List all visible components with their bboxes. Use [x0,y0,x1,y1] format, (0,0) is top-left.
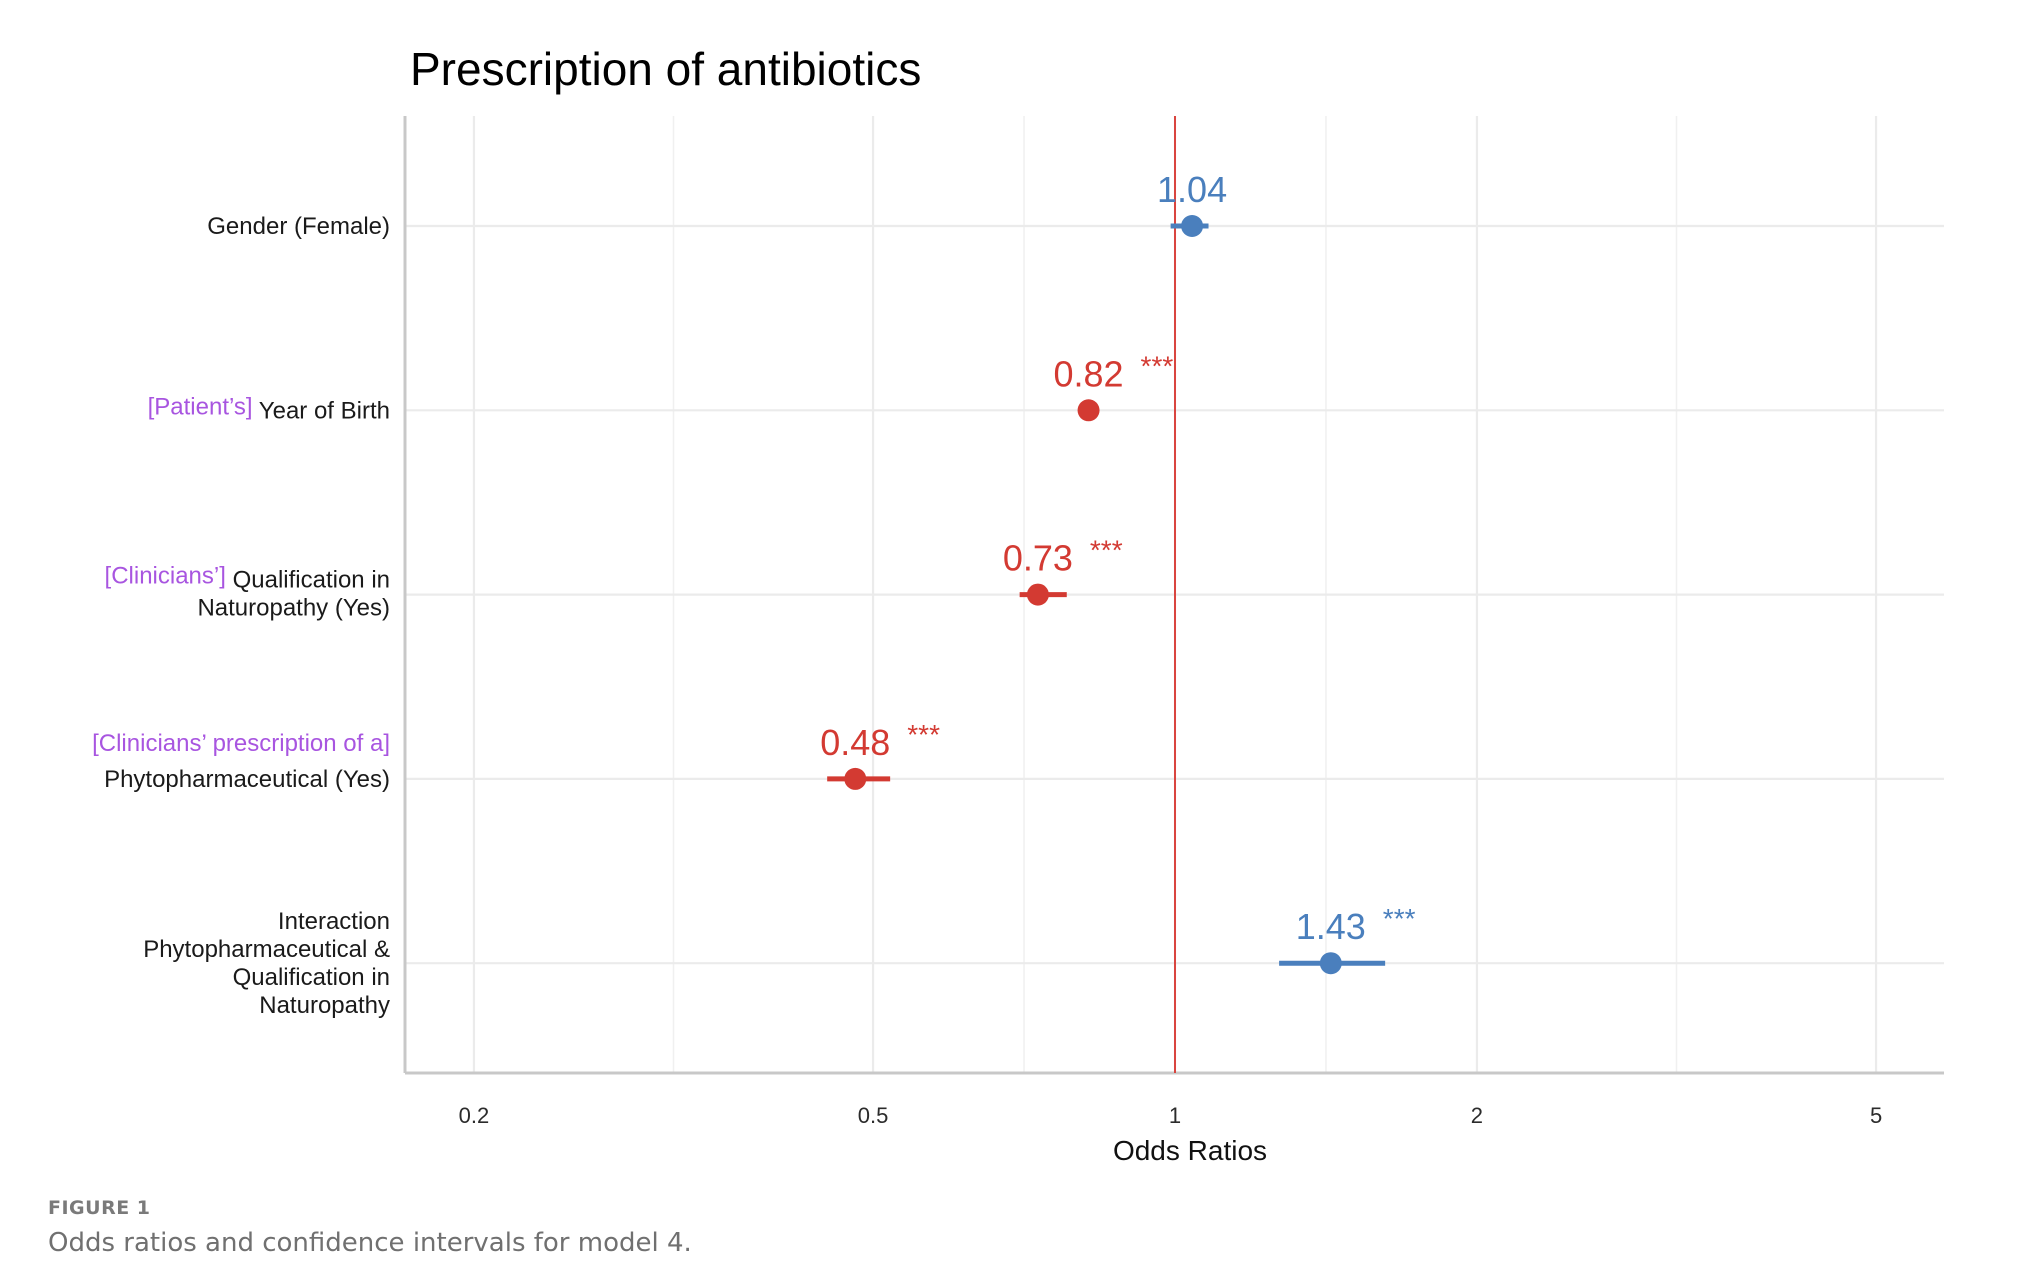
y-label: Interaction [278,908,390,935]
point-estimate [1319,952,1342,975]
x-tick-label: 0.2 [459,1103,490,1128]
significance-stars: *** [1090,535,1123,566]
y-label: Naturopathy (Yes) [197,595,390,622]
x-axis-label: Odds Ratios [1113,1135,1267,1166]
value-label: 1.43 [1296,906,1366,947]
y-label: Qualification in [233,964,390,991]
y-label: Phytopharmaceutical (Yes) [104,766,390,793]
x-tick-label: 5 [1870,1103,1882,1128]
y-label-prefix: [Clinicians’ prescription of a] [92,730,390,757]
point-estimate [1077,399,1100,422]
y-label: [Clinicians’] Qualification in [105,563,390,594]
value-label: 0.73 [1003,538,1073,579]
y-label-prefix: [Patient’s] [148,393,259,420]
x-axis-ticks: 0.2 0.5 1 2 5 [459,1103,1883,1128]
value-label: 0.82 [1054,353,1124,394]
y-label: Gender (Female) [207,213,390,240]
y-label-prefix: [Clinicians’] [105,563,233,590]
x-tick-label: 2 [1471,1103,1483,1128]
x-tick-label: 0.5 [858,1103,889,1128]
chart-title: Prescription of antibiotics [410,43,921,95]
y-label: Phytopharmaceutical & [143,936,390,963]
value-label: 0.48 [820,722,890,763]
value-label: 1.04 [1157,169,1227,210]
significance-stars: *** [1383,903,1416,934]
point-estimate [1181,215,1204,237]
figure-caption: Odds ratios and confidence intervals for… [48,1228,692,1258]
data-marks: 1.04 0.82 *** 0.73 *** 0.48 *** 1.43 *** [820,116,1416,1073]
figure-label: FIGURE 1 [48,1197,151,1219]
significance-stars: *** [1141,350,1174,381]
x-tick-label: 1 [1169,1103,1181,1128]
y-label: Naturopathy [259,992,390,1019]
significance-stars: *** [907,719,940,750]
point-estimate [1026,583,1049,606]
point-estimate [844,767,867,790]
y-axis-labels: Gender (Female) [Patient’s] Year of Birth… [92,213,390,1019]
y-label: [Patient’s] Year of Birth [148,393,390,424]
